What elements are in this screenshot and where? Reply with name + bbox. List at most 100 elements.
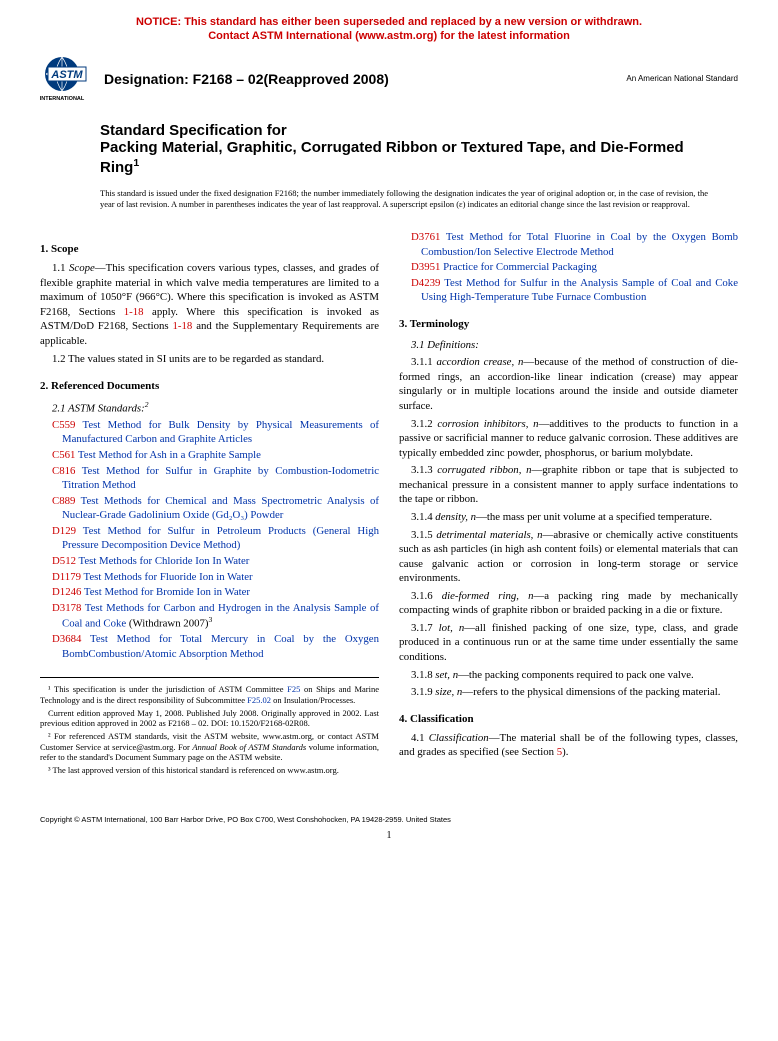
reference-item[interactable]: C561 Test Method for Ash in a Graphite S… (40, 448, 379, 463)
classification-heading: 4. Classification (399, 712, 738, 727)
notice-line-1: NOTICE: This standard has either been su… (136, 16, 642, 28)
reference-code: D3761 (411, 231, 440, 243)
definition-term: die-formed ring, n (442, 590, 534, 602)
references-list: C559 Test Method for Bulk Density by Phy… (40, 418, 379, 662)
definition-body: —the packing components required to pack… (458, 669, 694, 681)
reference-item[interactable]: D3684 Test Method for Total Mercury in C… (40, 632, 379, 661)
reference-title: Test Method for Total Mercury in Coal by… (62, 633, 379, 660)
definition-body: —the mass per unit volume at a specified… (476, 511, 712, 523)
definition-item: 3.1.5 detrimental materials, n—abrasive … (399, 528, 738, 586)
reference-title: Test Methods for Fluoride Ion in Water (81, 571, 253, 583)
header-row: ASTM INTERNATIONAL Designation: F2168 – … (40, 54, 738, 104)
reference-item[interactable]: D512 Test Methods for Chloride Ion In Wa… (40, 554, 379, 569)
definition-item: 3.1.1 accordion crease, n—because of the… (399, 355, 738, 413)
definition-term: corrugated ribbon, n (437, 464, 531, 476)
definition-term: set, n (435, 669, 458, 681)
page-number: 1 (40, 830, 738, 841)
refdoc-heading: 2. Referenced Documents (40, 379, 379, 394)
reference-code: C561 (52, 449, 75, 461)
definition-term: size, n (435, 686, 462, 698)
reference-item[interactable]: D4239 Test Method for Sulfur in the Anal… (399, 276, 738, 305)
reference-title: Test Method for Bulk Density by Physical… (62, 419, 379, 446)
definition-term: accordion crease, n (436, 356, 523, 368)
issue-note: This standard is issued under the fixed … (100, 188, 708, 210)
reference-code: D1179 (52, 571, 81, 583)
astm-logo-icon: ASTM INTERNATIONAL (40, 54, 94, 104)
reference-item[interactable]: D3761 Test Method for Total Fluorine in … (399, 230, 738, 259)
reference-item[interactable]: D129 Test Method for Sulfur in Petroleum… (40, 524, 379, 553)
definition-item: 3.1.3 corrugated ribbon, n—graphite ribb… (399, 463, 738, 507)
scope-heading: 1. Scope (40, 242, 379, 257)
reference-title: Test Method for Sulfur in Petroleum Prod… (62, 525, 379, 552)
definition-item: 3.1.8 set, n—the packing components requ… (399, 668, 738, 683)
reference-code: C816 (52, 465, 75, 477)
reference-code: D129 (52, 525, 76, 537)
designation-label: Designation: F2168 – 02(Reapproved 2008) (104, 71, 389, 87)
reference-code: C559 (52, 419, 75, 431)
reference-item[interactable]: C816 Test Method for Sulfur in Graphite … (40, 464, 379, 493)
reference-item[interactable]: C889 Test Methods for Chemical and Mass … (40, 494, 379, 523)
definition-term: lot, n (439, 622, 465, 634)
definition-term: density, n (435, 511, 476, 523)
footnote-2: ² For referenced ASTM standards, visit t… (40, 731, 379, 763)
definition-body: —refers to the physical dimensions of th… (462, 686, 720, 698)
classification-4-1: 4.1 Classification—The material shall be… (399, 731, 738, 760)
ans-label: An American National Standard (626, 74, 738, 83)
reference-code: D3951 (411, 261, 440, 273)
title-sup: Standard Specification for (100, 122, 708, 139)
terminology-heading: 3. Terminology (399, 317, 738, 332)
link-f2502[interactable]: F25.02 (247, 695, 271, 705)
reference-title: Test Method for Ash in a Graphite Sample (75, 449, 261, 461)
svg-text:INTERNATIONAL: INTERNATIONAL (40, 96, 85, 102)
reference-code: D3684 (52, 633, 81, 645)
reference-item[interactable]: D1179 Test Methods for Fluoride Ion in W… (40, 570, 379, 585)
copyright-line: Copyright © ASTM International, 100 Barr… (40, 815, 738, 824)
footnote-3: ³ The last approved version of this hist… (40, 765, 379, 776)
footnote-1: ¹ This specification is under the jurisd… (40, 684, 379, 705)
reference-code: D1246 (52, 586, 81, 598)
definition-item: 3.1.9 size, n—refers to the physical dim… (399, 685, 738, 700)
reference-title: Test Method for Sulfur in the Analysis S… (421, 277, 738, 304)
link-f25[interactable]: F25 (287, 684, 300, 694)
reference-item[interactable]: D3178 Test Methods for Carbon and Hydrog… (40, 601, 379, 632)
reference-item[interactable]: D3951 Practice for Commercial Packaging (399, 260, 738, 275)
terminology-subhead: 3.1 Definitions: (399, 338, 738, 353)
body-columns: 1. Scope 1.1 Scope—This specification co… (40, 230, 738, 775)
definitions-list: 3.1.1 accordion crease, n—because of the… (399, 355, 738, 699)
reference-title: Test Methods for Chloride Ion In Water (76, 555, 249, 567)
definition-item: 3.1.4 density, n—the mass per unit volum… (399, 510, 738, 525)
definition-term: corrosion inhibitors, n (437, 418, 538, 430)
definition-item: 3.1.6 die-formed ring, n—a packing ring … (399, 589, 738, 618)
reference-code: D512 (52, 555, 76, 567)
reference-item[interactable]: D1246 Test Method for Bromide Ion in Wat… (40, 585, 379, 600)
scope-1-1: 1.1 Scope—This specification covers vari… (40, 261, 379, 348)
reference-title: Test Method for Sulfur in Graphite by Co… (62, 465, 379, 492)
reference-item[interactable]: C559 Test Method for Bulk Density by Phy… (40, 418, 379, 447)
logo-block: ASTM INTERNATIONAL Designation: F2168 – … (40, 54, 389, 104)
notice-banner: NOTICE: This standard has either been su… (40, 16, 738, 44)
svg-text:ASTM: ASTM (50, 69, 83, 81)
document-page: NOTICE: This standard has either been su… (0, 0, 778, 871)
reference-title: Test Methods for Carbon and Hydrogen in … (62, 602, 379, 630)
reference-title: Practice for Commercial Packaging (440, 261, 597, 273)
reference-title: Test Method for Total Fluorine in Coal b… (421, 231, 738, 258)
xref-1-18a[interactable]: 1-18 (124, 306, 144, 318)
footnotes: ¹ This specification is under the jurisd… (40, 677, 379, 775)
reference-code: D4239 (411, 277, 440, 289)
reference-code: C889 (52, 495, 75, 507)
notice-line-2: Contact ASTM International (www.astm.org… (208, 30, 570, 42)
title-block: Standard Specification for Packing Mater… (100, 122, 708, 179)
refdoc-subhead: 2.1 ASTM Standards:2 (40, 400, 379, 416)
definition-item: 3.1.7 lot, n—all finished packing of one… (399, 621, 738, 665)
title-main-text: Packing Material, Graphitic, Corrugated … (100, 139, 684, 177)
reference-title: Test Method for Bromide Ion in Water (81, 586, 250, 598)
references-list-col2: D3761 Test Method for Total Fluorine in … (399, 230, 738, 305)
title-superscript: 1 (133, 157, 139, 169)
definition-term: detrimental materials, n (436, 529, 542, 541)
definition-item: 3.1.2 corrosion inhibitors, n—additives … (399, 417, 738, 461)
xref-1-18b[interactable]: 1-18 (173, 320, 193, 332)
footnote-1b: Current edition approved May 1, 2008. Pu… (40, 708, 379, 729)
reference-code: D3178 (52, 602, 81, 614)
scope-1-2: 1.2 The values stated in SI units are to… (40, 352, 379, 367)
title-main: Packing Material, Graphitic, Corrugated … (100, 139, 708, 179)
